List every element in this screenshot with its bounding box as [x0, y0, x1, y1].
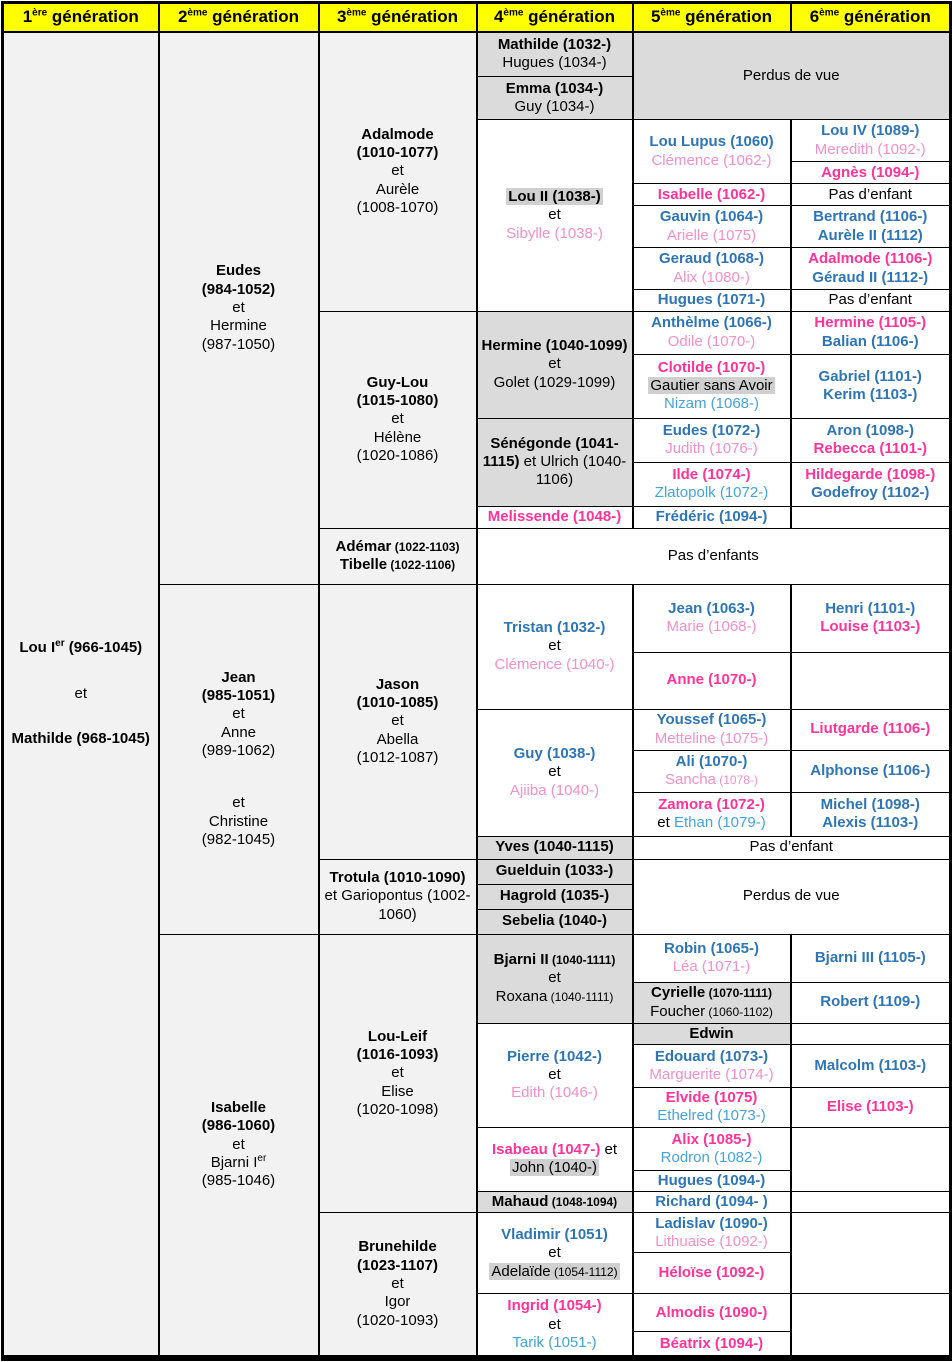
- cell-gen6-pas-denfant-2: Pas d’enfant: [789, 289, 952, 312]
- cell-perdus-de-vue-top: Perdus de vue: [631, 31, 952, 121]
- cell-gen6-robert: Robert (1109-): [789, 981, 952, 1024]
- cell-gen5-hugues-1094: Hugues (1094-): [631, 1169, 792, 1193]
- cell-gen3-trotula: Trotula (1010-1090) et Gariopontus (1002…: [317, 858, 478, 935]
- cell-gen6-hildegarde: Hildegarde (1098-) Godefroy (1102-): [789, 461, 952, 507]
- cell-gen6-alphonse: Alphonse (1106-): [789, 749, 952, 793]
- cell-gen3-ademar-tibelle: Adémar (1022-1103) Tibelle (1022-1106): [317, 527, 478, 585]
- cell-gen6-bertrand: Bertrand (1106-) Aurèle II (1112): [789, 205, 952, 249]
- cell-gen5-elvide: Elvide (1075) Ethelred (1073-): [631, 1086, 792, 1128]
- cell-gen4-melissende: Melissende (1048-): [475, 505, 634, 529]
- cell-gen6-empty-3: [789, 1022, 952, 1045]
- cell-gen4-tristan: Tristan (1032-) et Clémence (1040-): [475, 583, 634, 710]
- cell-gen3-adalmode: Adalmode (1010-1077) et Aurèle (1008-1070): [317, 31, 478, 312]
- cell-gen5-clotilde: Clotilde (1070-) Gautier sans Avoir Niza…: [631, 353, 792, 419]
- cell-gen3-guy-lou: Guy-Lou (1015-1080) et Hélène (1020-1086): [317, 310, 478, 529]
- cell-gen3-jason: Jason (1010-1085) et Abella (1012-1087): [317, 583, 478, 860]
- cell-gen5-hugues-1071: Hugues (1071-): [631, 289, 792, 312]
- cell-gen6-empty-5: [789, 1191, 952, 1214]
- cell-gen6-henri: Henri (1101-) Louise (1103-): [789, 583, 952, 653]
- cell-gen6-hermine-1105: Hermine (1105-) Balian (1106-): [789, 310, 952, 355]
- cell-gen2-jean: Jean (985-1051) et Anne (989-1062) et Chri…: [157, 583, 320, 935]
- header-gen-2: 2ème génération: [157, 1, 320, 33]
- cell-gen2-isabelle: Isabelle (986-1060) et Bjarni Ier (985-10…: [157, 933, 320, 1359]
- cell-gen6-empty-7: [789, 1293, 952, 1359]
- cell-gen2-eudes: Eudes (984-1052) et Hermine (987-1050): [157, 31, 320, 585]
- cell-gen6-gabriel: Gabriel (1101-) Kerim (1103-): [789, 353, 952, 419]
- cell-gen5-cyrielle: Cyrielle (1070-1111) Foucher (1060-1102): [631, 981, 792, 1024]
- header-gen-6: 6ème génération: [789, 1, 952, 33]
- header-gen-3: 3ème génération: [317, 1, 478, 33]
- cell-perdus-de-vue-trotula: Perdus de vue: [631, 858, 952, 935]
- cell-gen6-agnes: Agnès (1094-): [789, 161, 952, 185]
- cell-gen6-pas-denfant-1: Pas d’enfant: [789, 183, 952, 207]
- header-gen-5: 5ème génération: [631, 1, 792, 33]
- cell-gen5-eudes-1072: Eudes (1072-) Judith (1076-): [631, 417, 792, 463]
- cell-gen5-geraud: Geraud (1068-) Alix (1080-): [631, 247, 792, 291]
- header-row: 1ère génération 2ème génération 3ème gén…: [1, 1, 952, 33]
- cell-gen4-hermine: Hermine (1040-1099) et Golet (1029-1099): [475, 310, 634, 419]
- cell-gen6-malcolm: Malcolm (1103-): [789, 1043, 952, 1088]
- cell-gen6-empty-4: [789, 1126, 952, 1193]
- cell-gen5-gauvin: Gauvin (1064-) Arielle (1075): [631, 205, 792, 249]
- cell-gen5-anne-1070: Anne (1070-): [631, 651, 792, 710]
- cell-gen6-empty-2: [789, 651, 952, 710]
- cell-gen5-robin: Robin (1065-) Léa (1071-): [631, 933, 792, 983]
- cell-gen6-empty-6: [789, 1212, 952, 1295]
- cell-gen5-ilde: Ilde (1074-) Zlatopolk (1072-): [631, 461, 792, 507]
- spacer: [162, 760, 316, 794]
- header-gen-1: 1ère génération: [1, 1, 160, 33]
- cell-gen5-jean-1063: Jean (1063-) Marie (1068-): [631, 583, 792, 653]
- cell-gen5-edwin: Edwin: [631, 1022, 792, 1045]
- cell-gen6-aron: Aron (1098-) Rebecca (1101-): [789, 417, 952, 463]
- cell-gen5-zamora: Zamora (1072-) et Ethan (1079-): [631, 791, 792, 837]
- cell-gen6-elise-1103: Elise (1103-): [789, 1086, 952, 1128]
- cell-gen5-heloise: Héloïse (1092-): [631, 1252, 792, 1295]
- cell-gen4-hagrold: Hagrold (1035-): [475, 883, 634, 910]
- cell-gen5-beatrix: Béatrix (1094-): [631, 1331, 792, 1359]
- cell-gen6-lou-iv: Lou IV (1089-) Meredith (1092-): [789, 119, 952, 163]
- cell-gen6-michel: Michel (1098-) Alexis (1103-): [789, 791, 952, 837]
- cell-pas-denfants-ademar: Pas d’enfants: [475, 527, 952, 585]
- cell-gen5-ladislav: Ladislav (1090-) Lithuaise (1092-): [631, 1212, 792, 1254]
- cell-gen4-bjarni-ii: Bjarni II (1040-1111) et Roxana (1040-11…: [475, 933, 634, 1024]
- cell-gen6-liutgarde: Liutgarde (1106-): [789, 708, 952, 751]
- cell-gen4-mahaud: Mahaud (1048-1094): [475, 1191, 634, 1214]
- cell-gen6-bjarni-iii: Bjarni III (1105-): [789, 933, 952, 983]
- cell-gen4-yves: Yves (1040-1115): [475, 835, 634, 860]
- cell-gen3-lou-leif: Lou-Leif (1016-1093) et Elise (1020-1098): [317, 933, 478, 1214]
- header-gen-4: 4ème génération: [475, 1, 634, 33]
- cell-gen5-almodis: Almodis (1090-): [631, 1293, 792, 1333]
- cell-gen5-alix-1085: Alix (1085-) Rodron (1082-): [631, 1126, 792, 1171]
- cell-gen6-empty-1: [789, 505, 952, 529]
- cell-gen3-brunehilde: Brunehilde (1023-1107) et Igor (1020-1093): [317, 1212, 478, 1359]
- cell-gen4-senegonde: Sénégonde (1041-1115) et Ulrich (1040-11…: [475, 417, 634, 507]
- cell-gen4-guy: Guy (1038-) et Ajiiba (1040-): [475, 708, 634, 837]
- cell-gen5-ali: Ali (1070-) Sancha (1078-): [631, 749, 792, 793]
- cell-gen4-vladimir: Vladimir (1051) et Adelaïde (1054-1112): [475, 1212, 634, 1295]
- cell-gen1-lou-ier: Lou Ier (966-1045) et Mathilde (968-1045…: [1, 31, 160, 1359]
- cell-gen4-isabeau: Isabeau (1047-) et John (1040-): [475, 1126, 634, 1193]
- cell-gen5-richard: Richard (1094- ): [631, 1191, 792, 1214]
- cell-gen4-ingrid: Ingrid (1054-) et Tarik (1051-): [475, 1293, 634, 1359]
- cell-gen4-emma: Emma (1034-) Guy (1034-): [475, 76, 634, 121]
- cell-gen4-sebelia: Sebelia (1040-): [475, 908, 634, 935]
- cell-pas-denfant-yves: Pas d’enfant: [631, 835, 952, 860]
- cell-gen4-lou-ii: Lou II (1038-) et Sibylle (1038-): [475, 119, 634, 312]
- cell-gen5-lou-lupus: Lou Lupus (1060) Clémence (1062-): [631, 119, 792, 185]
- cell-gen4-mathilde: Mathilde (1032-) Hugues (1034-): [475, 31, 634, 78]
- cell-gen4-pierre: Pierre (1042-) et Edith (1046-): [475, 1022, 634, 1128]
- cell-gen5-anthelme: Anthèlme (1066-) Odile (1070-): [631, 310, 792, 355]
- cell-gen5-edouard: Edouard (1073-) Marguerite (1074-): [631, 1043, 792, 1088]
- cell-gen4-guelduin: Guelduin (1033-): [475, 858, 634, 885]
- cell-gen5-frederic: Frédéric (1094-): [631, 505, 792, 529]
- cell-gen5-youssef: Youssef (1065-) Metteline (1075-): [631, 708, 792, 751]
- cell-gen5-isabelle-1062: Isabelle (1062-): [631, 183, 792, 207]
- cell-gen6-adalmode-1106: Adalmode (1106-) Géraud II (1112-): [789, 247, 952, 291]
